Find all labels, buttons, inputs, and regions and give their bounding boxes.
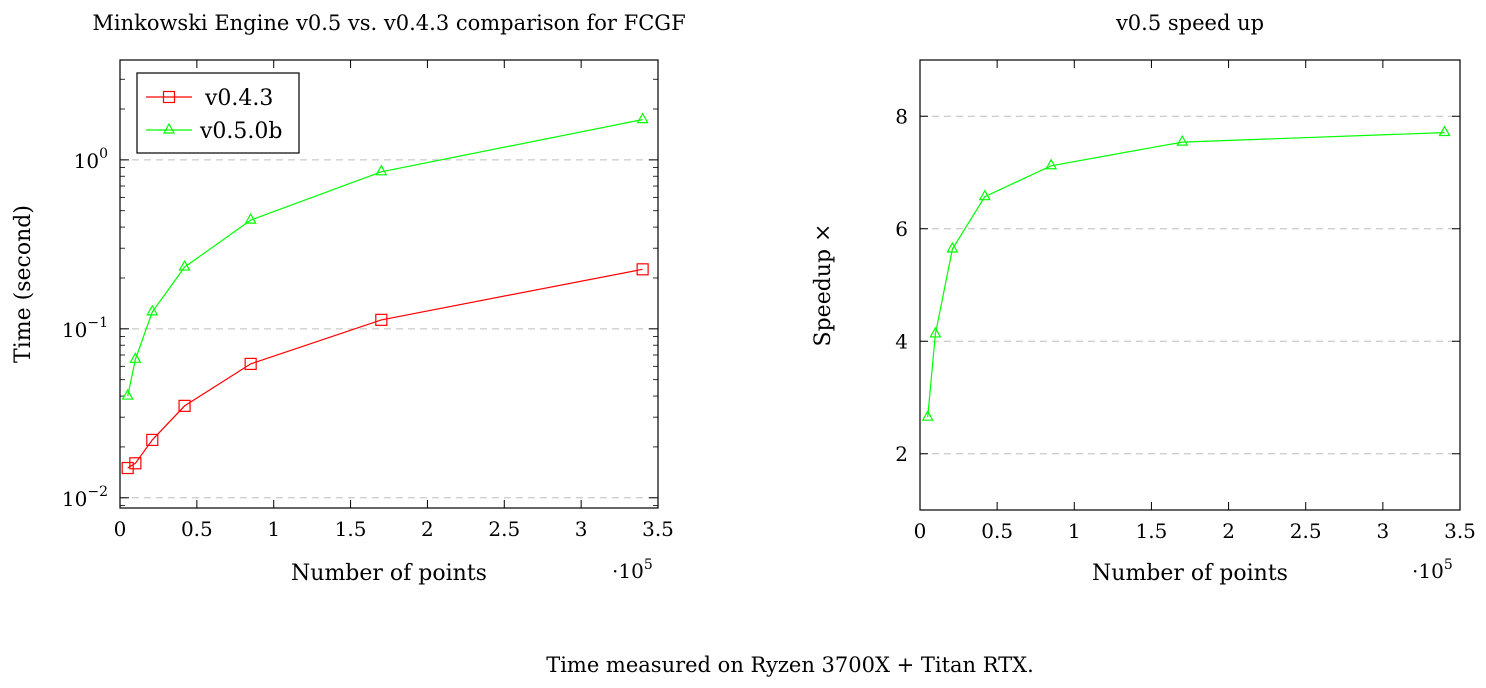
x-tick-label-right: 2 <box>1222 519 1235 543</box>
point-speedup <box>1176 134 1189 146</box>
x-tick-label-left: 1.5 <box>335 517 367 541</box>
x-tick-label-left: 3.5 <box>642 517 674 541</box>
point-speedup <box>978 189 991 201</box>
y-tick-label-right: 6 <box>895 217 908 241</box>
point-v0.5.0b <box>129 352 142 363</box>
legend-label-v043: v0.4.3 <box>204 86 273 111</box>
point-v0.5.0b <box>146 304 159 316</box>
x-tick-label-right: 2.5 <box>1290 519 1322 543</box>
x-tick-label-left: 0.5 <box>181 517 213 541</box>
x-tick-label-right: 0.5 <box>981 519 1013 543</box>
legend: v0.4.3 v0.5.0b <box>136 72 300 154</box>
plot-frame-left <box>119 59 659 509</box>
x-multiplier-right: ·105 <box>1412 557 1453 583</box>
y-axis-label-right: Speedup × <box>811 224 836 347</box>
legend-box <box>136 72 300 154</box>
point-v0.4.3 <box>178 399 191 412</box>
series-line-v0.4.3 <box>127 268 643 469</box>
legend-marker-v050b <box>162 122 176 134</box>
x-multiplier-base-left: ·10 <box>612 559 644 583</box>
y-tick-label-left: 10−2 <box>62 484 108 511</box>
y-tick-label-base: 10 <box>62 487 87 511</box>
x-tick-label-right: 1 <box>1068 519 1081 543</box>
point-v0.4.3 <box>146 433 159 447</box>
y-tick-label-left: 10−1 <box>62 315 108 342</box>
point-v0.5.0b <box>636 112 649 124</box>
y-tick-label-exponent: −2 <box>87 484 108 500</box>
series-line-speedup <box>927 132 1445 418</box>
point-v0.4.3 <box>244 357 257 371</box>
chart-title-right: v0.5 speed up <box>1115 11 1264 35</box>
x-multiplier-left: ·105 <box>612 557 653 583</box>
x-tick-label-left: 2 <box>421 517 434 541</box>
y-tick-label-right: 8 <box>895 104 908 128</box>
point-v0.5.0b <box>375 164 388 176</box>
series-right <box>921 125 1451 421</box>
x-tick-label-left: 1 <box>267 517 280 541</box>
y-tick-label-right: 2 <box>895 442 908 466</box>
point-v0.4.3 <box>121 461 134 475</box>
chart-time-comparison: Minkowski Engine v0.5 vs. v0.4.3 compari… <box>11 11 686 586</box>
x-tick-label-right: 1.5 <box>1136 519 1168 543</box>
point-v0.4.3 <box>375 313 388 326</box>
x-tick-label-left: 2.5 <box>488 517 520 541</box>
y-tick-label-base: 10 <box>62 318 87 342</box>
point-speedup <box>929 326 942 338</box>
point-v0.4.3 <box>129 457 142 470</box>
x-tick-label-left: 3 <box>575 517 588 541</box>
x-axis-label-left: Number of points <box>291 561 487 586</box>
y-tick-label-right: 4 <box>895 329 908 353</box>
series-line-v0.5.0b <box>127 119 643 397</box>
point-v0.5.0b <box>244 212 257 224</box>
y-tick-label-exponent: −1 <box>87 315 108 331</box>
legend-label-v050b: v0.5.0b <box>199 119 283 144</box>
x-multiplier-exp-right: 5 <box>1444 557 1453 573</box>
x-tick-label-right: 3 <box>1376 519 1389 543</box>
x-axis-label-right: Number of points <box>1092 561 1288 586</box>
point-v0.5.0b <box>121 388 134 400</box>
x-tick-label-left: 0 <box>114 517 127 541</box>
y-axis-label-left: Time (second) <box>11 205 36 363</box>
y-tick-label-base: 10 <box>74 149 99 173</box>
point-speedup <box>921 409 934 421</box>
point-speedup <box>1045 158 1058 170</box>
x-tick-label-right: 3.5 <box>1444 519 1476 543</box>
ticks-right: 2 4 6 8 0 0.5 1 1.5 2 2.5 3 3.5 <box>895 60 1476 543</box>
point-v0.5.0b <box>178 259 191 271</box>
chart-speedup: v0.5 speed up 2 4 6 8 0 0.5 1 1.5 2 2.5 3 3.5 Numbe… <box>811 11 1476 586</box>
point-speedup <box>1438 125 1451 137</box>
x-tick-label-right: 0 <box>914 519 927 543</box>
chart-title-left: Minkowski Engine v0.5 vs. v0.4.3 compari… <box>92 11 685 35</box>
point-v0.4.3 <box>636 263 649 276</box>
plot-frame-right <box>919 59 1461 511</box>
series-left <box>121 112 649 475</box>
y-tick-label-exponent: 0 <box>99 146 108 162</box>
y-tick-label-left: 100 <box>74 146 108 173</box>
figure-caption: Time measured on Ryzen 3700X + Titan RTX… <box>546 653 1034 677</box>
x-multiplier-base-right: ·10 <box>1412 559 1444 583</box>
point-speedup <box>946 241 959 253</box>
x-multiplier-exp-left: 5 <box>644 557 653 573</box>
grid-right <box>920 115 1460 455</box>
legend-marker-v043 <box>162 90 176 104</box>
grid-left <box>120 159 658 499</box>
